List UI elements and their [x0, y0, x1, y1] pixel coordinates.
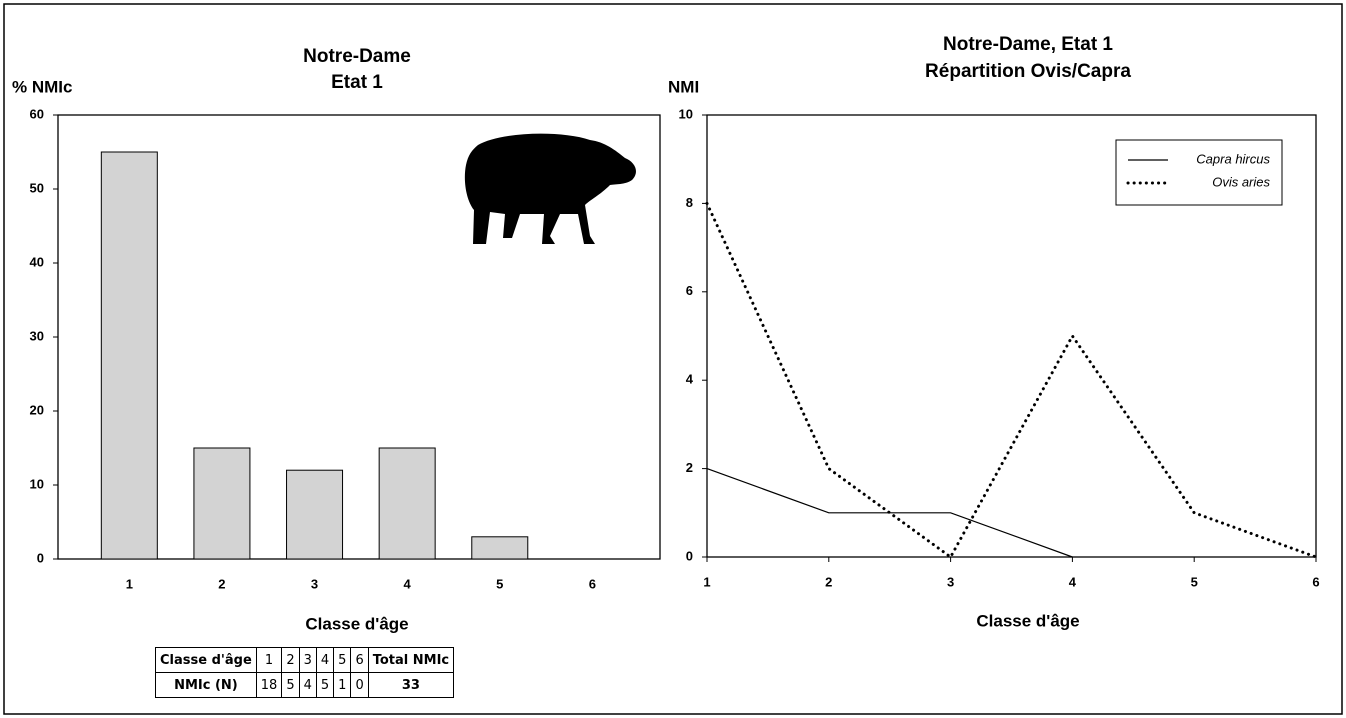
page-border — [3, 3, 1343, 715]
x-tick-label: 2 — [218, 576, 225, 591]
table-cell: 4 — [315, 647, 335, 673]
x-tick-label: 4 — [404, 576, 412, 591]
table-cell: NMIc (N) — [155, 672, 257, 698]
x-tick-label: 5 — [1191, 574, 1198, 589]
table-cell: 18 — [255, 672, 283, 698]
x-tick-label: 1 — [703, 574, 710, 589]
table-cell: Total NMIc — [367, 647, 455, 673]
y-tick-label: 20 — [30, 402, 44, 417]
series-line — [705, 201, 1318, 560]
x-tick-label: 3 — [947, 574, 954, 589]
table-cell: Classe d'âge — [155, 647, 257, 673]
chart-title: Notre-Dame, Etat 1 — [943, 34, 1113, 55]
y-axis-label: NMI — [668, 77, 699, 96]
y-tick-label: 0 — [686, 548, 693, 563]
bar — [100, 151, 158, 560]
y-tick-label: 10 — [679, 106, 693, 121]
y-tick-label: 8 — [686, 195, 693, 210]
table-cell: 2 — [281, 647, 300, 673]
plot-frame — [706, 114, 1317, 558]
x-axis-label: Classe d'âge — [305, 614, 408, 633]
data-table: Classe d'âge 1 2 3 4 5 6 Total NMIc NMIc… — [155, 647, 455, 698]
y-tick-label: 2 — [686, 460, 693, 475]
bar — [378, 447, 436, 560]
y-tick-label: 50 — [30, 180, 44, 195]
y-tick-label: 30 — [30, 328, 44, 343]
table-cell: 33 — [367, 672, 455, 698]
x-tick-label: 5 — [496, 576, 503, 591]
table-cell: 1 — [255, 647, 283, 673]
y-tick-label: 60 — [30, 106, 44, 121]
x-tick-label: 6 — [589, 576, 596, 591]
x-axis-label: Classe d'âge — [976, 611, 1079, 630]
table-row: NMIc (N) 18 5 4 5 1 0 33 — [155, 672, 455, 698]
bar — [193, 447, 251, 560]
legend-label: Capra hircus — [1196, 151, 1270, 166]
x-tick-label: 6 — [1312, 574, 1319, 589]
y-tick-label: 6 — [686, 283, 693, 298]
table-cell: 5 — [315, 672, 335, 698]
table-cell: 6 — [350, 647, 369, 673]
y-tick-label: 4 — [686, 372, 694, 387]
bar — [286, 469, 344, 560]
chart-subtitle: Répartition Ovis/Capra — [925, 61, 1131, 82]
table-header: Classe d'âge 1 2 3 4 5 6 Total NMIc — [155, 647, 455, 673]
x-tick-label: 2 — [825, 574, 832, 589]
table-cell: 5 — [333, 647, 352, 673]
legend-box — [1115, 139, 1283, 206]
table-cell: 4 — [298, 672, 317, 698]
bar — [471, 536, 529, 560]
table-cell: 5 — [281, 672, 300, 698]
x-tick-label: 3 — [311, 576, 318, 591]
sheep-silhouette — [464, 133, 636, 244]
table-cell: 0 — [350, 672, 369, 698]
chart-subtitle: Etat 1 — [331, 72, 383, 93]
y-tick-label: 10 — [30, 476, 44, 491]
table-cell: 3 — [298, 647, 317, 673]
chart-title: Notre-Dame — [303, 46, 411, 67]
y-axis-label: % NMIc — [12, 77, 72, 96]
table-cell: 1 — [333, 672, 352, 698]
y-tick-label: 40 — [30, 254, 44, 269]
legend-label: Ovis aries — [1212, 174, 1270, 189]
x-tick-label: 4 — [1069, 574, 1077, 589]
y-tick-label: 0 — [37, 550, 44, 565]
x-tick-label: 1 — [126, 576, 133, 591]
